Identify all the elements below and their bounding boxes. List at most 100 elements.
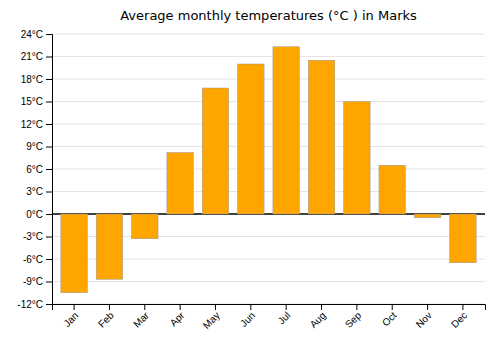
x-tick-label: Aug: [308, 310, 328, 330]
y-tick-label: -12°C: [17, 299, 43, 310]
x-tick-mark: [427, 304, 428, 310]
y-tick-label: 6°C: [26, 164, 43, 175]
y-tick: 0°C: [26, 209, 52, 220]
x-tick-label: Apr: [168, 309, 187, 328]
y-tick-label: 12°C: [21, 119, 43, 130]
x-tick-mark: [321, 304, 322, 310]
x-tick: Apr: [168, 304, 187, 328]
y-tick: -9°C: [23, 276, 52, 287]
x-tick-label: Jun: [238, 310, 257, 329]
chart: -12°C -9°C -6°C -3°C 0°C 3°C 6°C 9°C 12°C 15°C 18°…: [0, 0, 500, 350]
x-tick: Jun: [238, 304, 257, 329]
y-tick-label: 3°C: [26, 186, 43, 197]
bar: [308, 60, 335, 214]
grid-line: [52, 281, 485, 282]
x-tick-mark: [286, 304, 287, 310]
x-tick: Jul: [276, 304, 293, 326]
y-tick-label: 21°C: [21, 51, 43, 62]
x-tick-mark: [74, 304, 75, 310]
y-tick-mark: [46, 147, 52, 148]
y-tick-label: -6°C: [23, 254, 43, 265]
x-tick: Aug: [308, 304, 328, 330]
y-tick-mark: [46, 34, 52, 35]
y-tick-mark: [46, 192, 52, 193]
grid-line: [52, 101, 485, 102]
x-tick-label: Sep: [343, 309, 364, 330]
x-tick-label: Mar: [131, 309, 151, 329]
bar: [96, 214, 123, 279]
y-tick-mark: [46, 57, 52, 58]
grid-line: [52, 56, 485, 57]
y-tick: -6°C: [23, 254, 52, 265]
bar: [238, 64, 265, 214]
x-axis-line: [53, 305, 486, 311]
y-tick-label: 18°C: [21, 74, 43, 85]
y-tick-label: -3°C: [23, 231, 43, 242]
x-tick: Jan: [61, 304, 80, 329]
x-tick-mark: [392, 304, 393, 310]
y-tick: 3°C: [26, 186, 52, 197]
x-tick-label: Feb: [96, 309, 116, 329]
y-tick-label: -9°C: [23, 276, 43, 287]
y-tick-mark: [46, 124, 52, 125]
x-tick-mark: [215, 304, 216, 310]
y-tick: 6°C: [26, 164, 52, 175]
y-axis: -12°C -9°C -6°C -3°C 0°C 3°C 6°C 9°C 12°C 15°C 18°…: [17, 29, 52, 310]
x-tick-mark: [144, 304, 145, 310]
x-tick-mark: [462, 304, 463, 310]
x-tick-label: Jan: [61, 310, 80, 329]
y-tick-mark: [46, 282, 52, 283]
x-tick-label: Jul: [276, 310, 293, 327]
y-tick-label: 9°C: [26, 141, 43, 152]
title: Average monthly temperatures (°C ) in Ma…: [120, 8, 417, 23]
y-tick-mark: [46, 79, 52, 80]
y-tick-mark: [46, 259, 52, 260]
y-tick-label: 0°C: [26, 209, 43, 220]
grid-line: [52, 124, 485, 125]
y-tick-mark: [46, 102, 52, 103]
y-tick: -12°C: [17, 299, 52, 310]
x-tick-mark: [109, 304, 110, 310]
plot-area: -12°C -9°C -6°C -3°C 0°C 3°C 6°C 9°C 12°C 15°C 18°…: [17, 29, 485, 331]
x-tick-mark: [180, 304, 181, 310]
y-tick-mark: [46, 304, 52, 305]
y-tick: 15°C: [21, 96, 52, 107]
bar: [167, 153, 194, 215]
grid: [52, 34, 485, 304]
y-tick-label: 24°C: [21, 29, 43, 40]
x-tick: Dec: [449, 304, 469, 330]
bar: [344, 102, 371, 215]
x-tick-mark: [356, 304, 357, 310]
x-tick-label: Nov: [414, 310, 434, 330]
x-axis: Jan Feb Mar Apr May Jun Jul Aug Sep Oct Nov Dec: [53, 304, 486, 331]
grid-line: [52, 169, 485, 170]
y-tick-mark: [46, 169, 52, 170]
grid-line: [52, 34, 485, 35]
bar: [379, 165, 406, 214]
y-tick: 18°C: [21, 74, 52, 85]
x-tick-label: Dec: [449, 310, 469, 330]
x-tick: Feb: [96, 304, 116, 330]
x-tick: Mar: [131, 304, 151, 330]
y-tick: 12°C: [21, 119, 52, 130]
bar: [132, 214, 159, 239]
bar: [414, 214, 441, 218]
y-tick: 9°C: [26, 141, 52, 152]
x-tick: Sep: [343, 304, 364, 330]
bar: [450, 214, 477, 263]
y-tick: 21°C: [21, 51, 52, 62]
bar: [61, 214, 88, 293]
x-tick-label: May: [201, 310, 222, 331]
y-tick-label: 15°C: [21, 96, 43, 107]
x-tick: May: [201, 304, 222, 331]
grid-line: [52, 79, 485, 80]
y-tick-mark: [46, 214, 52, 215]
grid-line: [52, 146, 485, 147]
y-tick: -3°C: [23, 231, 52, 242]
y-tick-mark: [46, 237, 52, 238]
bar: [202, 88, 229, 214]
y-axis-line: [46, 35, 53, 305]
bars: [61, 47, 476, 293]
y-tick: 24°C: [21, 29, 52, 40]
x-tick: Oct: [380, 304, 399, 328]
